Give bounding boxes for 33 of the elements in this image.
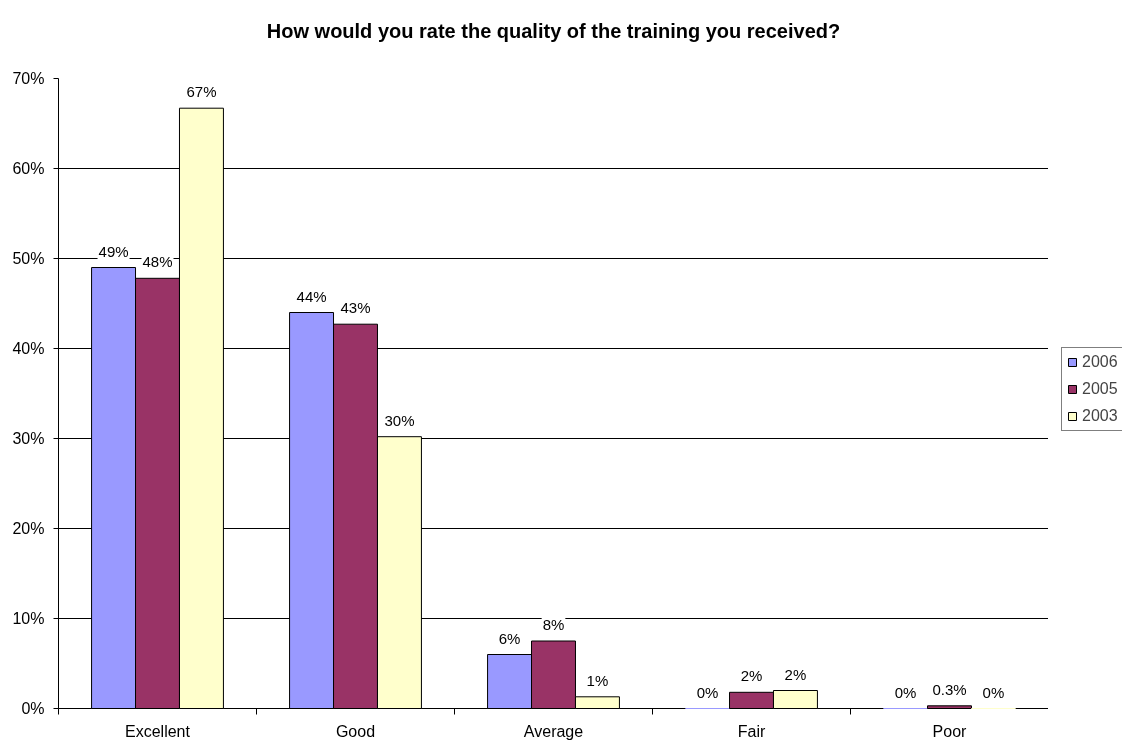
x-tick-label: Average — [523, 722, 584, 740]
legend-label: 2003 — [1082, 407, 1118, 425]
data-label: 0% — [982, 683, 1005, 701]
data-label: 1% — [586, 671, 609, 689]
y-tick-label: 0% — [21, 700, 45, 717]
data-label: 8% — [542, 616, 565, 633]
y-tick-label: 10% — [12, 610, 45, 627]
x-tick-label: Excellent — [125, 722, 191, 740]
data-label: 67% — [186, 83, 217, 101]
data-label: 49% — [98, 242, 129, 260]
x-tick-label: Good — [335, 722, 376, 740]
legend-label: 2005 — [1082, 380, 1118, 398]
x-tick-label: Poor — [932, 722, 968, 740]
data-label: 2% — [740, 667, 763, 685]
legend-label: 2006 — [1082, 353, 1118, 371]
y-tick-label: 20% — [12, 520, 45, 537]
y-tick-label: 30% — [12, 430, 45, 447]
bar — [927, 705, 972, 709]
data-label: 0% — [696, 683, 719, 701]
data-label: 0% — [894, 683, 917, 701]
data-label: 2% — [784, 665, 807, 683]
chart-title: How would you rate the quality of the training you received? — [266, 19, 841, 42]
data-label: 30% — [384, 411, 415, 429]
data-label: 44% — [296, 287, 327, 305]
y-tick-label: 50% — [12, 250, 45, 267]
y-tick-label: 70% — [12, 70, 45, 87]
y-tick-label: 60% — [12, 160, 45, 177]
data-label: 0.3% — [932, 680, 967, 698]
y-tick-label: 40% — [12, 340, 45, 357]
data-label: 43% — [340, 299, 371, 317]
data-label: 6% — [498, 629, 521, 647]
data-label: 48% — [142, 253, 173, 271]
x-tick-label: Fair — [737, 722, 766, 740]
